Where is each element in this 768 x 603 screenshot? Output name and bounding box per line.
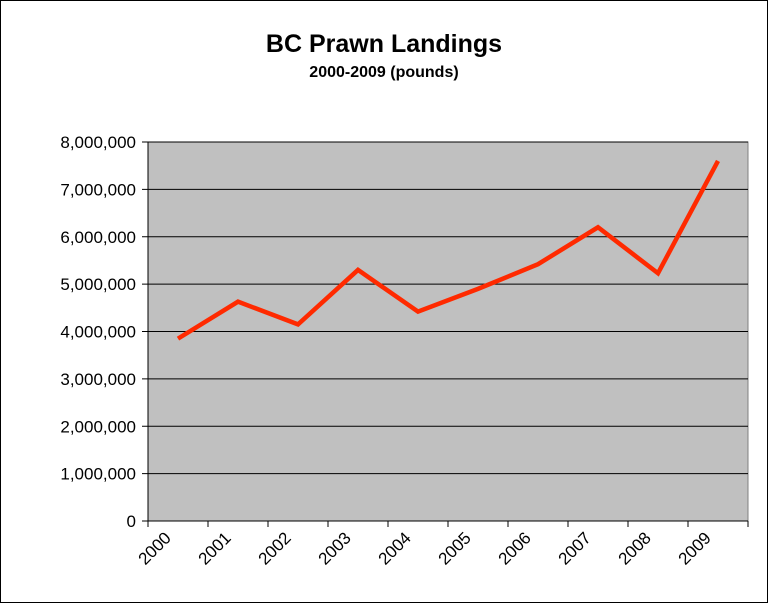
x-tick-label: 2005	[435, 528, 475, 568]
x-tick-label: 2004	[375, 528, 415, 568]
y-tick-label: 1,000,000	[60, 465, 136, 484]
x-tick-labels: 2000 2001 2002 2003 2004 2005 2006 2007 2008 2009	[135, 528, 715, 568]
chart-title: BC Prawn Landings	[265, 30, 503, 58]
x-tick-label: 2003	[315, 528, 355, 568]
y-tick-label: 5,000,000	[60, 275, 136, 294]
y-tick-label: 0	[127, 512, 136, 531]
x-tick-label: 2002	[255, 528, 295, 568]
series-group	[176, 159, 720, 341]
axes	[142, 141, 749, 527]
x-tick-label: 2006	[495, 528, 535, 568]
x-tick-label: 2009	[675, 528, 715, 568]
y-tick-label: 6,000,000	[60, 228, 136, 247]
gridlines	[148, 141, 748, 475]
x-tick-label: 2000	[135, 528, 175, 568]
y-tick-label: 4,000,000	[60, 323, 136, 342]
x-tick-label: 2001	[195, 528, 235, 568]
chart-subtitle: 2000-2009 (pounds)	[309, 64, 459, 81]
y-tick-label: 8,000,000	[60, 133, 136, 152]
series-line	[176, 159, 720, 341]
x-tick-label: 2008	[615, 528, 655, 568]
y-tick-label: 3,000,000	[60, 370, 136, 389]
y-tick-label: 2,000,000	[60, 417, 136, 436]
y-tick-label: 7,000,000	[60, 180, 136, 199]
x-tick-label: 2007	[555, 528, 595, 568]
y-tick-labels: 0 1,000,000 2,000,000 3,000,000 4,000,000 5,0…	[60, 133, 136, 531]
